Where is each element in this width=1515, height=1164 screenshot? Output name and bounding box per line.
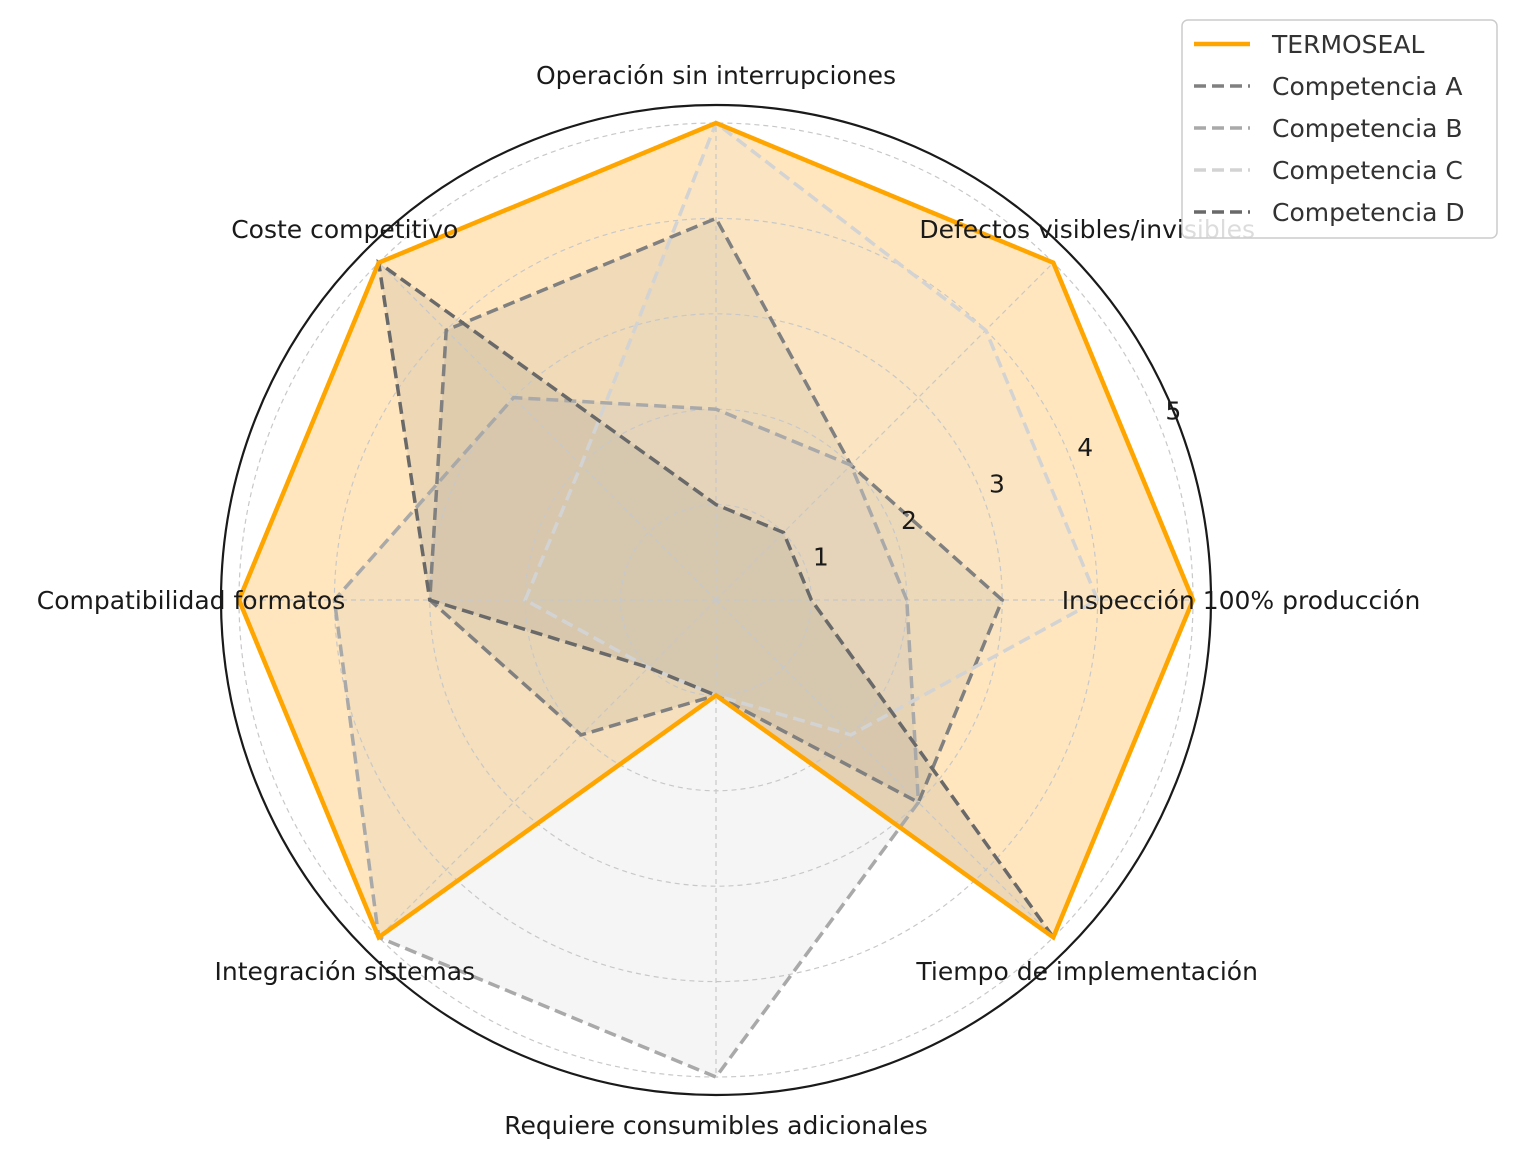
axis-label: Inspección 100% producción (1062, 586, 1421, 615)
polar-spine (219, 103, 1213, 1097)
outer-spine-layer (219, 103, 1213, 1097)
axis-label: Requiere consumibles adicionales (504, 1111, 928, 1140)
series-fill-competencia-c (525, 123, 1098, 735)
grid-spoke (378, 262, 717, 601)
radial-tick-layer: 1 2 3 4 5 (813, 397, 1181, 572)
axis-label: Compatibilidad formatos (37, 586, 345, 615)
axis-label: Operación sin interrupciones (536, 61, 896, 90)
axis-label: Tiempo de implementación (915, 957, 1258, 986)
legend-label: Competencia A (1272, 72, 1462, 101)
series-line-competencia-c (522, 120, 1100, 737)
legend: TERMOSEAL Competencia A Competencia B Compe… (1181, 19, 1498, 239)
grid-spoke (715, 599, 1054, 938)
grid-spoke (715, 262, 1054, 601)
legend-frame (1181, 19, 1498, 239)
legend-label: Competencia D (1272, 198, 1465, 227)
grid-spoke (378, 599, 717, 938)
axis-label: Integración sistemas (215, 957, 476, 986)
legend-label: TERMOSEAL (1271, 30, 1424, 59)
axis-label: Coste competitivo (231, 215, 458, 244)
radial-tick-label: 2 (901, 506, 917, 535)
series-line-competencia-b (332, 395, 921, 1080)
series-line-termoseal (236, 120, 1196, 941)
legend-label: Competencia C (1272, 156, 1463, 185)
radial-tick-label: 1 (813, 543, 829, 572)
series-fill-termoseal (239, 123, 1193, 938)
radial-tick-label: 3 (989, 470, 1005, 499)
radial-tick-label: 4 (1077, 433, 1093, 462)
radial-tick-label: 5 (1165, 397, 1181, 426)
legend-label: Competencia B (1272, 114, 1463, 143)
series-fill-competencia-a (429, 218, 1003, 803)
series-line-layer (236, 120, 1196, 1080)
series-fill-competencia-b (334, 397, 919, 1078)
